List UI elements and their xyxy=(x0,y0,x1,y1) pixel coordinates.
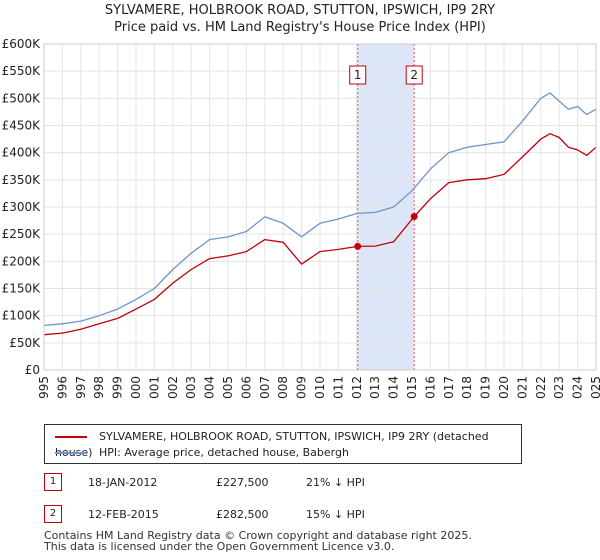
legend-swatch-hpi xyxy=(55,452,87,454)
y-tick-label: £350K xyxy=(2,173,42,187)
x-tick-label: 1997 xyxy=(74,376,88,400)
x-tick-label: 2013 xyxy=(368,376,382,400)
x-tick-label: 2025 xyxy=(589,376,600,400)
y-tick-label: £450K xyxy=(2,119,42,133)
chart-title: SYLVAMERE, HOLBROOK ROAD, STUTTON, IPSWI… xyxy=(0,2,600,36)
x-tick-label: 2012 xyxy=(350,376,364,400)
x-tick-label: 2019 xyxy=(479,376,493,400)
x-tick-label: 2005 xyxy=(221,376,235,400)
sale-price: £282,500 xyxy=(216,508,269,521)
y-tick-label: £0 xyxy=(25,363,40,377)
x-tick-label: 2016 xyxy=(423,376,437,400)
x-tick-label: 2003 xyxy=(184,376,198,400)
y-tick-label: £150K xyxy=(2,282,42,296)
x-tick-label: 2000 xyxy=(129,376,143,400)
sale-point xyxy=(410,213,418,221)
legend: SYLVAMERE, HOLBROOK ROAD, STUTTON, IPSWI… xyxy=(44,424,522,464)
y-tick-label: £250K xyxy=(2,227,42,241)
sale-point xyxy=(354,242,362,250)
y-tick-label: £500K xyxy=(2,91,42,105)
sale-marker-badge xyxy=(349,65,367,85)
legend-item-hpi: HPI: Average price, detached house, Babe… xyxy=(55,445,349,461)
x-tick-label: 2021 xyxy=(515,376,529,400)
sale-hpi-diff: 15% ↓ HPI xyxy=(306,508,365,521)
x-tick-label: 2006 xyxy=(239,376,253,400)
y-tick-label: £300K xyxy=(2,200,42,214)
sale-date: 18-JAN-2012 xyxy=(88,476,158,489)
hpi-line xyxy=(43,92,597,327)
sale-number-badge: 2 xyxy=(44,505,62,523)
sale-marker-badge xyxy=(405,65,423,85)
x-tick-label: 1995 xyxy=(37,376,51,400)
plot-border xyxy=(43,43,597,371)
chart-title-line2: Price paid vs. HM Land Registry's House … xyxy=(114,20,486,35)
x-tick-label: 2007 xyxy=(258,376,272,400)
x-tick-label: 2023 xyxy=(552,376,566,400)
legend-swatch-price xyxy=(55,436,87,438)
x-tick-label: 2014 xyxy=(387,376,401,400)
footer-licence: This data is licensed under the Open Gov… xyxy=(44,540,395,553)
x-tick-label: 2009 xyxy=(295,376,309,400)
x-tick-label: 2022 xyxy=(534,376,548,400)
sale-hpi-diff: 21% ↓ HPI xyxy=(306,476,365,489)
x-tick-label: 2001 xyxy=(147,376,161,400)
sale-marker-label: 2 xyxy=(410,68,418,82)
sale-date: 12-FEB-2015 xyxy=(88,508,159,521)
price-paid-line xyxy=(43,133,597,336)
x-tick-label: 1999 xyxy=(111,376,125,400)
x-tick-label: 2004 xyxy=(203,376,217,400)
sale-price: £227,500 xyxy=(216,476,269,489)
price-chart: £0 £50K £100K £150K £200K £250K £300K £350K £400… xyxy=(2,37,600,400)
y-tick-label: £400K xyxy=(2,146,42,160)
x-tick-label: 2010 xyxy=(313,376,327,400)
x-tick-label: 2015 xyxy=(405,376,419,400)
y-tick-label: £550K xyxy=(2,64,42,78)
x-tick-label: 2002 xyxy=(166,376,180,400)
x-tick-label: 2024 xyxy=(571,376,585,400)
footer: Contains HM Land Registry data © Crown c… xyxy=(44,530,472,552)
x-tick-label: 2018 xyxy=(460,376,474,400)
legend-label-hpi: HPI: Average price, detached house, Babe… xyxy=(99,446,349,459)
footer-copyright: Contains HM Land Registry data © Crown c… xyxy=(44,529,472,542)
sale-marker-label: 1 xyxy=(354,68,362,82)
x-tick-label: 2008 xyxy=(276,376,290,400)
x-tick-label: 2011 xyxy=(331,376,345,400)
chart-title-line1: SYLVAMERE, HOLBROOK ROAD, STUTTON, IPSWI… xyxy=(104,3,496,18)
sale-number-badge: 1 xyxy=(44,473,62,491)
y-tick-label: £100K xyxy=(2,309,42,323)
y-tick-label: £200K xyxy=(2,254,42,268)
x-tick-label: 2020 xyxy=(497,376,511,400)
y-tick-label: £50K xyxy=(9,336,41,350)
legend-item-price: SYLVAMERE, HOLBROOK ROAD, STUTTON, IPSWI… xyxy=(55,429,521,459)
x-tick-label: 2017 xyxy=(442,376,456,400)
x-tick-label: 1996 xyxy=(55,376,69,400)
x-tick-label: 1998 xyxy=(92,376,106,400)
y-tick-label: £600K xyxy=(2,37,42,51)
